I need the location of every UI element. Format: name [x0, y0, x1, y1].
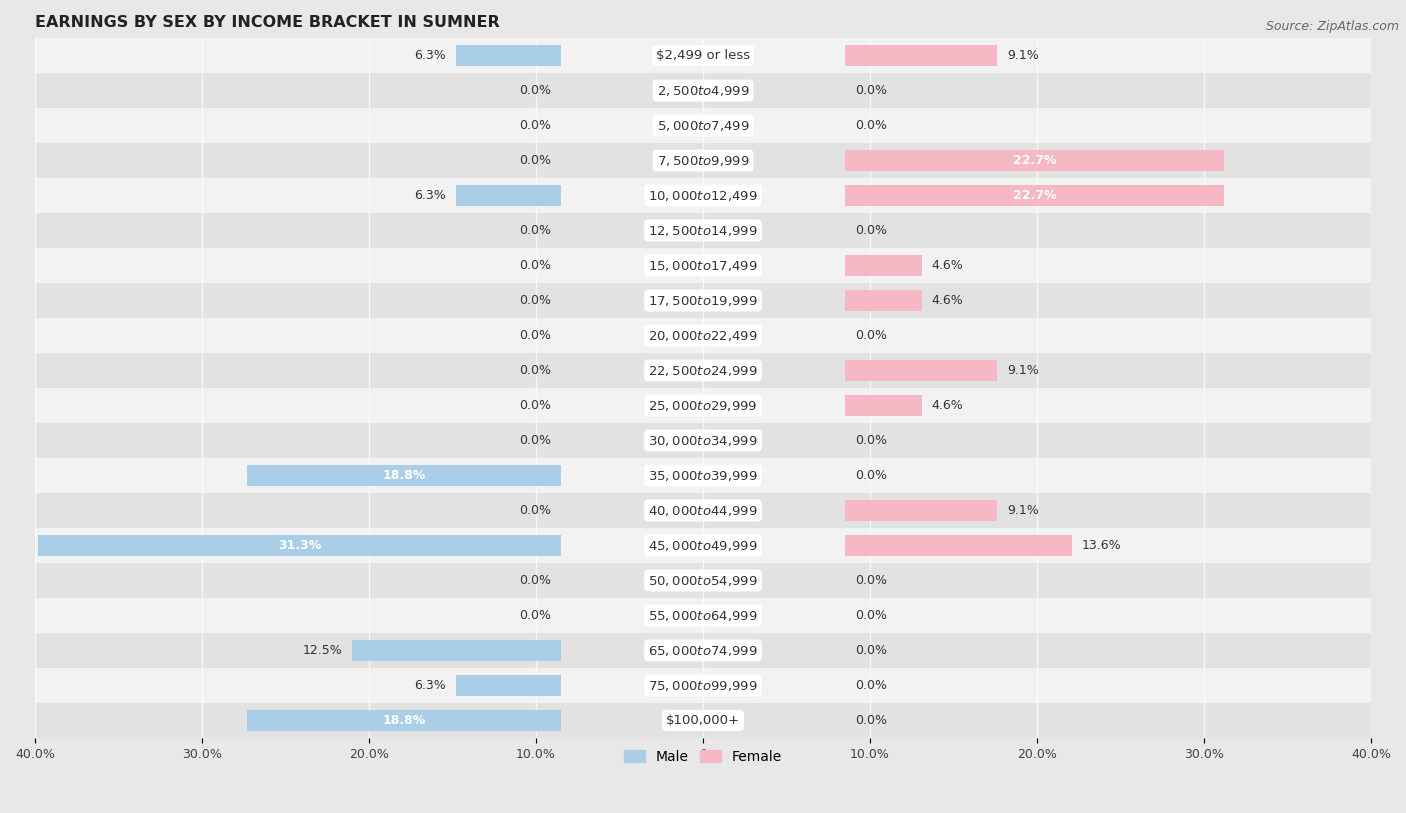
- Bar: [35, 493, 1371, 528]
- Text: 0.0%: 0.0%: [519, 294, 551, 307]
- Text: $45,000 to $49,999: $45,000 to $49,999: [648, 538, 758, 553]
- Text: $55,000 to $64,999: $55,000 to $64,999: [648, 608, 758, 623]
- Bar: [35, 703, 1371, 738]
- Text: $20,000 to $22,499: $20,000 to $22,499: [648, 328, 758, 342]
- Text: $30,000 to $34,999: $30,000 to $34,999: [648, 433, 758, 447]
- Text: 0.0%: 0.0%: [855, 469, 887, 482]
- Text: 18.8%: 18.8%: [382, 469, 426, 482]
- Text: 6.3%: 6.3%: [413, 49, 446, 62]
- Text: 0.0%: 0.0%: [855, 679, 887, 692]
- Text: $50,000 to $54,999: $50,000 to $54,999: [648, 573, 758, 588]
- Text: $40,000 to $44,999: $40,000 to $44,999: [648, 503, 758, 518]
- Bar: [845, 150, 1225, 172]
- Text: 13.6%: 13.6%: [1083, 539, 1122, 552]
- Bar: [845, 394, 922, 416]
- Text: 0.0%: 0.0%: [519, 609, 551, 622]
- Bar: [35, 143, 1371, 178]
- Text: 22.7%: 22.7%: [1012, 189, 1056, 202]
- Text: 0.0%: 0.0%: [855, 574, 887, 587]
- Text: $22,500 to $24,999: $22,500 to $24,999: [648, 363, 758, 377]
- Bar: [456, 675, 561, 697]
- Bar: [845, 500, 997, 521]
- Bar: [35, 528, 1371, 563]
- Text: 0.0%: 0.0%: [519, 154, 551, 167]
- Text: 12.5%: 12.5%: [302, 644, 342, 657]
- Text: 0.0%: 0.0%: [519, 434, 551, 447]
- Bar: [35, 108, 1371, 143]
- Text: 9.1%: 9.1%: [1007, 364, 1039, 377]
- Bar: [35, 423, 1371, 458]
- Text: 18.8%: 18.8%: [382, 714, 426, 727]
- Text: 6.3%: 6.3%: [413, 679, 446, 692]
- Text: 0.0%: 0.0%: [855, 329, 887, 342]
- Text: 0.0%: 0.0%: [519, 329, 551, 342]
- Text: 9.1%: 9.1%: [1007, 504, 1039, 517]
- Bar: [35, 283, 1371, 318]
- Bar: [247, 710, 561, 732]
- Bar: [35, 668, 1371, 703]
- Text: 0.0%: 0.0%: [519, 259, 551, 272]
- Text: 0.0%: 0.0%: [519, 504, 551, 517]
- Text: $10,000 to $12,499: $10,000 to $12,499: [648, 189, 758, 202]
- Text: $100,000+: $100,000+: [666, 714, 740, 727]
- Text: $17,500 to $19,999: $17,500 to $19,999: [648, 293, 758, 307]
- Text: 0.0%: 0.0%: [855, 644, 887, 657]
- Bar: [35, 388, 1371, 423]
- Bar: [845, 45, 997, 67]
- Bar: [35, 458, 1371, 493]
- Text: 0.0%: 0.0%: [855, 224, 887, 237]
- Text: 0.0%: 0.0%: [519, 84, 551, 97]
- Text: 0.0%: 0.0%: [855, 609, 887, 622]
- Text: EARNINGS BY SEX BY INCOME BRACKET IN SUMNER: EARNINGS BY SEX BY INCOME BRACKET IN SUM…: [35, 15, 499, 30]
- Text: 0.0%: 0.0%: [855, 119, 887, 132]
- Bar: [845, 254, 922, 276]
- Text: 0.0%: 0.0%: [519, 119, 551, 132]
- Text: $65,000 to $74,999: $65,000 to $74,999: [648, 644, 758, 658]
- Text: $15,000 to $17,499: $15,000 to $17,499: [648, 259, 758, 272]
- Bar: [35, 248, 1371, 283]
- Text: 22.7%: 22.7%: [1012, 154, 1056, 167]
- Text: $5,000 to $7,499: $5,000 to $7,499: [657, 119, 749, 133]
- Text: 0.0%: 0.0%: [855, 714, 887, 727]
- Text: $25,000 to $29,999: $25,000 to $29,999: [648, 398, 758, 412]
- Bar: [247, 465, 561, 486]
- Legend: Male, Female: Male, Female: [619, 745, 787, 770]
- Text: $2,499 or less: $2,499 or less: [657, 49, 749, 62]
- Bar: [35, 213, 1371, 248]
- Text: 0.0%: 0.0%: [519, 399, 551, 412]
- Bar: [35, 73, 1371, 108]
- Bar: [35, 178, 1371, 213]
- Bar: [845, 535, 1073, 556]
- Text: $12,500 to $14,999: $12,500 to $14,999: [648, 224, 758, 237]
- Text: 4.6%: 4.6%: [932, 259, 963, 272]
- Bar: [845, 289, 922, 311]
- Text: $2,500 to $4,999: $2,500 to $4,999: [657, 84, 749, 98]
- Bar: [35, 353, 1371, 388]
- Text: 4.6%: 4.6%: [932, 294, 963, 307]
- Bar: [845, 185, 1225, 207]
- Text: 6.3%: 6.3%: [413, 189, 446, 202]
- Bar: [38, 535, 561, 556]
- Bar: [845, 359, 997, 381]
- Text: 0.0%: 0.0%: [519, 224, 551, 237]
- Text: 0.0%: 0.0%: [519, 364, 551, 377]
- Text: $7,500 to $9,999: $7,500 to $9,999: [657, 154, 749, 167]
- Bar: [35, 563, 1371, 598]
- Bar: [353, 640, 561, 661]
- Bar: [35, 38, 1371, 73]
- Bar: [456, 45, 561, 67]
- Text: 0.0%: 0.0%: [519, 574, 551, 587]
- Text: 0.0%: 0.0%: [855, 434, 887, 447]
- Text: 31.3%: 31.3%: [278, 539, 322, 552]
- Text: 9.1%: 9.1%: [1007, 49, 1039, 62]
- Bar: [35, 633, 1371, 668]
- Text: 0.0%: 0.0%: [855, 84, 887, 97]
- Bar: [35, 318, 1371, 353]
- Text: $75,000 to $99,999: $75,000 to $99,999: [648, 679, 758, 693]
- Text: Source: ZipAtlas.com: Source: ZipAtlas.com: [1265, 20, 1399, 33]
- Bar: [35, 598, 1371, 633]
- Text: 4.6%: 4.6%: [932, 399, 963, 412]
- Text: $35,000 to $39,999: $35,000 to $39,999: [648, 468, 758, 483]
- Bar: [456, 185, 561, 207]
